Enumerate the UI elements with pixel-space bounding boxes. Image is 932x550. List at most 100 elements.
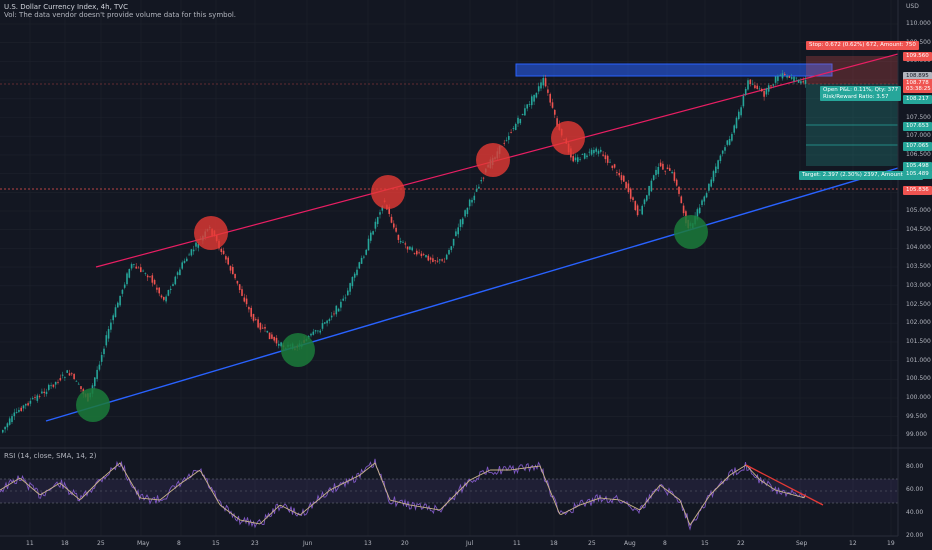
time-tick-label: Aug xyxy=(624,540,636,547)
candle-body xyxy=(597,150,600,154)
candle-body xyxy=(531,96,533,106)
candle-body xyxy=(620,175,623,181)
candle-body xyxy=(133,264,135,265)
target-price-tag-2: 105.489 xyxy=(903,170,932,179)
candle-body xyxy=(363,256,365,258)
candle-body xyxy=(551,102,554,108)
time-tick-label: 22 xyxy=(737,540,745,547)
candle-body xyxy=(519,118,522,124)
candle-body xyxy=(671,171,673,174)
candle-body xyxy=(376,217,379,225)
candle-body xyxy=(192,249,195,252)
candle-body xyxy=(31,398,34,400)
candle-body xyxy=(227,257,229,265)
candle-body xyxy=(409,246,411,250)
stop-label[interactable]: Stop: 0.672 (0.62%) 672, Amount: 750 xyxy=(806,41,919,50)
stop-price-tag: 109.560 xyxy=(903,52,932,61)
candle-body xyxy=(130,264,133,269)
candle-body xyxy=(675,179,678,186)
candle-body xyxy=(351,276,354,287)
candle-body xyxy=(77,383,80,385)
candle-body xyxy=(66,370,68,373)
price-tick-label: 105.000 xyxy=(906,207,931,214)
candle-body xyxy=(793,76,795,82)
candle-body xyxy=(422,254,425,256)
candle-body xyxy=(735,117,738,129)
candle-body xyxy=(119,295,121,306)
candle-body xyxy=(613,164,616,168)
candle-body xyxy=(669,168,671,171)
candle-body xyxy=(344,297,347,299)
candle-body xyxy=(590,149,593,155)
candle-body xyxy=(533,94,535,102)
candle-body xyxy=(22,405,25,409)
rsi-divergence-line[interactable] xyxy=(745,464,824,506)
candle-body xyxy=(708,183,710,191)
time-tick-label: Jun xyxy=(303,540,313,547)
candle-body xyxy=(73,374,75,379)
candle-body xyxy=(149,276,151,278)
price-tick-label: 101.000 xyxy=(906,356,931,364)
candle-body xyxy=(165,296,167,302)
candle-body xyxy=(64,377,66,378)
candle-body xyxy=(455,231,457,237)
candle-body xyxy=(229,266,232,271)
target-label[interactable]: Target: 2.397 (2.30%) 2397, Amount: 1891 xyxy=(799,171,924,180)
candle-body xyxy=(330,315,333,318)
price-tick-label: 104.500 xyxy=(906,225,931,233)
candle-body xyxy=(650,180,653,192)
grid xyxy=(0,0,898,536)
candle-body xyxy=(583,153,586,159)
candle-body xyxy=(310,333,312,336)
price-tick-label: 110.000 xyxy=(906,20,931,27)
candle-body xyxy=(261,327,264,329)
candle-body xyxy=(528,104,531,106)
candle-body xyxy=(397,234,400,240)
rsi-legend[interactable]: RSI (14, close, SMA, 14, 2) xyxy=(4,452,97,460)
candle-body xyxy=(404,243,407,245)
candle-body xyxy=(6,423,9,428)
candle-body xyxy=(176,272,179,275)
rsi-ma-line xyxy=(0,462,806,526)
open-pnl-label[interactable]: Open P&L: 0.11%, Qty: 377 Risk/Reward Ra… xyxy=(820,86,902,101)
open-pnl-text: Open P&L: 0.11%, Qty: 377 xyxy=(823,87,899,93)
candle-body xyxy=(140,267,142,273)
stop-zone[interactable] xyxy=(806,56,898,84)
candle-body xyxy=(2,429,4,433)
resistance-zone[interactable] xyxy=(515,63,833,77)
candle-body xyxy=(777,76,779,81)
candle-body xyxy=(471,199,473,203)
candle-body xyxy=(705,193,708,198)
candle-body xyxy=(20,407,22,411)
candle-body xyxy=(588,151,591,153)
candle-body xyxy=(29,400,32,404)
candle-body xyxy=(648,185,650,196)
time-tick-label: 18 xyxy=(61,540,69,547)
candle-body xyxy=(257,319,259,328)
candle-body xyxy=(786,76,788,78)
risk-reward-text: Risk/Reward Ratio: 3.57 xyxy=(823,93,889,100)
candle-body xyxy=(763,91,765,97)
candle-body xyxy=(629,188,632,199)
candle-body xyxy=(441,259,443,261)
candle-body xyxy=(784,73,786,76)
level-1-tag: 108.217 xyxy=(903,95,932,104)
candle-body xyxy=(188,254,190,256)
support-touch-marker xyxy=(76,388,110,422)
candle-body xyxy=(268,332,271,340)
resistance-touch-marker xyxy=(371,175,405,209)
candle-body xyxy=(680,196,683,204)
candle-body xyxy=(514,123,517,130)
candle-body xyxy=(234,273,236,279)
candle-body xyxy=(604,155,607,160)
candle-body xyxy=(36,395,39,401)
lower-trendline[interactable] xyxy=(45,167,899,422)
candle-body xyxy=(696,209,699,220)
candle-body xyxy=(365,249,367,255)
candle-body xyxy=(473,195,476,201)
price-tick-label: 100.000 xyxy=(906,394,931,401)
candle-body xyxy=(61,374,64,376)
support-touch-marker xyxy=(281,333,315,367)
candle-body xyxy=(416,250,418,255)
